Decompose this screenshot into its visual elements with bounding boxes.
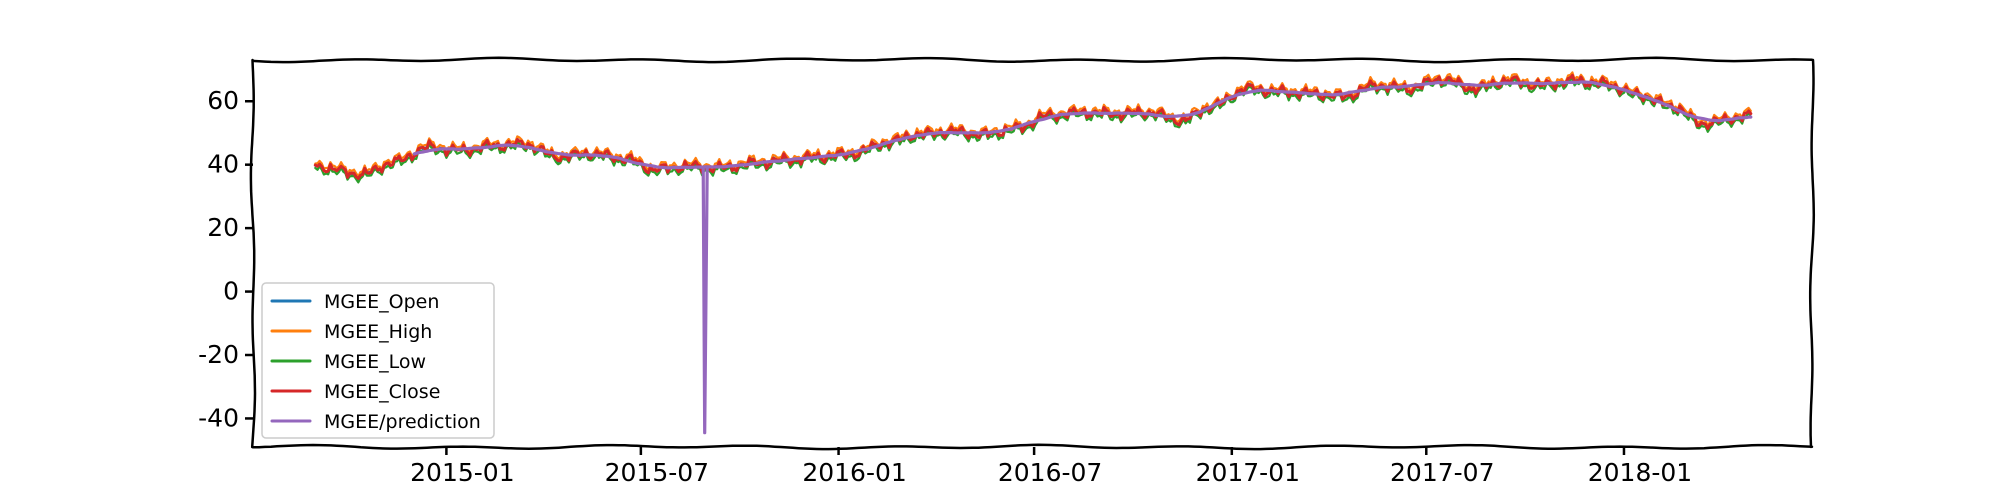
legend-label: MGEE_Close bbox=[324, 381, 440, 403]
x-axis: 2015-01 2015-07 2016-01 2016-07 2017-01 2017-… bbox=[410, 447, 1692, 487]
x-tick-label: 2017-07 bbox=[1390, 458, 1494, 487]
y-tick-label: 0 bbox=[223, 277, 239, 306]
y-tick-label: -40 bbox=[198, 403, 239, 432]
bottom-spine bbox=[251, 443, 1814, 451]
x-tick-label: 2015-01 bbox=[410, 458, 514, 487]
legend-label: MGEE_Low bbox=[324, 351, 426, 373]
x-tick-label: 2018-01 bbox=[1588, 458, 1692, 487]
y-tick-label: -20 bbox=[198, 340, 239, 369]
top-spine bbox=[251, 56, 1814, 64]
axes-frame bbox=[249, 56, 1816, 451]
x-tick-label: 2016-07 bbox=[998, 458, 1102, 487]
legend-box bbox=[261, 282, 495, 439]
series-line-MGEE_Low bbox=[314, 77, 1752, 184]
x-tick-label: 2015-07 bbox=[605, 458, 709, 487]
x-tick-label: 2017-01 bbox=[1196, 458, 1300, 487]
left-spine bbox=[249, 58, 257, 449]
series-line-MGEE_Close bbox=[313, 73, 1753, 180]
series-layer bbox=[313, 71, 1753, 435]
y-tick-label: 20 bbox=[207, 213, 239, 242]
y-tick-label: 40 bbox=[207, 150, 239, 179]
series-line-MGEE/prediction bbox=[412, 80, 1753, 435]
legend-label: MGEE_Open bbox=[324, 291, 439, 313]
legend-label: MGEE/prediction bbox=[324, 411, 481, 433]
legend: MGEE_Open MGEE_High MGEE_Low MGEE_Close MGEE… bbox=[261, 282, 495, 439]
right-spine bbox=[1808, 58, 1816, 449]
x-tick-label: 2016-01 bbox=[802, 458, 906, 487]
legend-label: MGEE_High bbox=[324, 321, 432, 343]
y-tick-label: 60 bbox=[207, 86, 239, 115]
y-axis: 60 40 20 0 -20 -40 bbox=[198, 86, 253, 432]
